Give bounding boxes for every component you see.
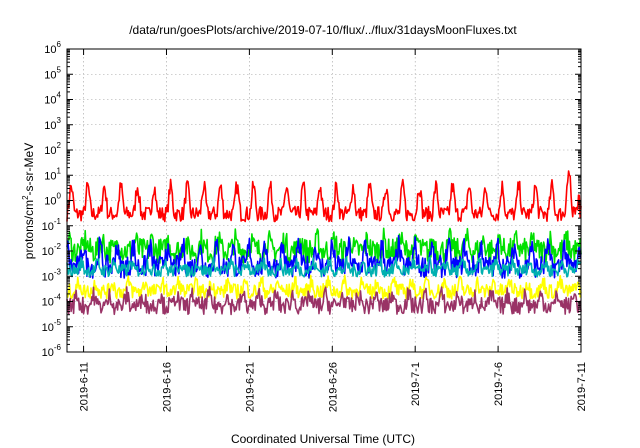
y-tick-base: 10 <box>42 347 54 359</box>
y-tick-exp: 1 <box>57 166 62 175</box>
y-axis: 10610510410310210110010-110-210-310-410-… <box>42 40 581 359</box>
y-tick-base: 10 <box>44 196 56 208</box>
y-tick-label: 104 <box>44 91 61 107</box>
y-tick-label: 10-3 <box>42 267 62 283</box>
series-line <box>66 285 582 316</box>
y-axis-label-pre: protons/cm <box>22 200 36 259</box>
y-tick-base: 10 <box>44 145 56 157</box>
y-tick-label: 100 <box>44 192 61 208</box>
y-tick-exp: -5 <box>54 318 62 327</box>
y-tick-base: 10 <box>42 221 54 233</box>
y-tick-label: 10-5 <box>42 318 62 334</box>
x-tick-label: 2019-6-21 <box>244 362 256 412</box>
y-tick-base: 10 <box>42 322 54 334</box>
y-tick-base: 10 <box>42 246 54 258</box>
x-tick-label: 2019-7-11 <box>576 362 588 411</box>
x-axis: 2019-6-11 2019-6-16 2019-6-21 2019-6-26 2019… <box>79 49 588 412</box>
y-tick-base: 10 <box>44 120 56 132</box>
y-tick-exp: -6 <box>54 343 62 352</box>
series-layer <box>66 170 582 316</box>
y-tick-label: 102 <box>44 141 61 157</box>
y-tick-exp: 4 <box>57 91 62 100</box>
x-tick-label: 2019-6-26 <box>327 362 339 412</box>
series-line <box>66 227 582 265</box>
series-line <box>66 256 582 278</box>
y-tick-label: 10-1 <box>42 217 62 233</box>
y-tick-base: 10 <box>44 170 56 182</box>
y-tick-label: 101 <box>44 166 61 182</box>
y-tick-exp: 0 <box>57 192 62 201</box>
y-tick-exp: 6 <box>57 40 62 49</box>
y-axis-label: protons/cm2-s-sr-MeV <box>21 143 36 259</box>
y-tick-exp: -1 <box>54 217 62 226</box>
y-tick-label: 106 <box>44 40 61 56</box>
y-tick-exp: -3 <box>54 267 62 276</box>
y-tick-label: 103 <box>44 116 61 132</box>
y-tick-base: 10 <box>44 69 56 81</box>
series-line <box>66 170 582 223</box>
y-tick-label: 10-2 <box>42 242 62 258</box>
y-tick-base: 10 <box>42 297 54 309</box>
x-tick-label: 2019-6-16 <box>161 362 173 412</box>
y-tick-base: 10 <box>44 95 56 107</box>
y-tick-exp: -4 <box>54 293 62 302</box>
y-tick-exp: 5 <box>57 65 62 74</box>
x-axis-label: Coordinated Universal Time (UTC) <box>231 432 415 446</box>
y-tick-label: 10-4 <box>42 293 62 309</box>
y-tick-label: 105 <box>44 65 61 81</box>
x-tick-label: 2019-6-11 <box>79 362 91 411</box>
chart-title: /data/run/goesPlots/archive/2019-07-10/f… <box>129 23 517 37</box>
y-tick-exp: 2 <box>57 141 62 150</box>
y-tick-base: 10 <box>42 271 54 283</box>
y-axis-label-sup: 2 <box>21 195 30 200</box>
x-tick-label: 2019-7-6 <box>493 362 505 406</box>
y-tick-exp: -2 <box>54 242 62 251</box>
y-tick-label: 10-6 <box>42 343 62 359</box>
x-tick-label: 2019-7-1 <box>410 362 422 406</box>
y-axis-label-post: -s-sr-MeV <box>22 143 36 196</box>
y-tick-exp: 3 <box>57 116 62 125</box>
y-tick-base: 10 <box>44 44 56 56</box>
